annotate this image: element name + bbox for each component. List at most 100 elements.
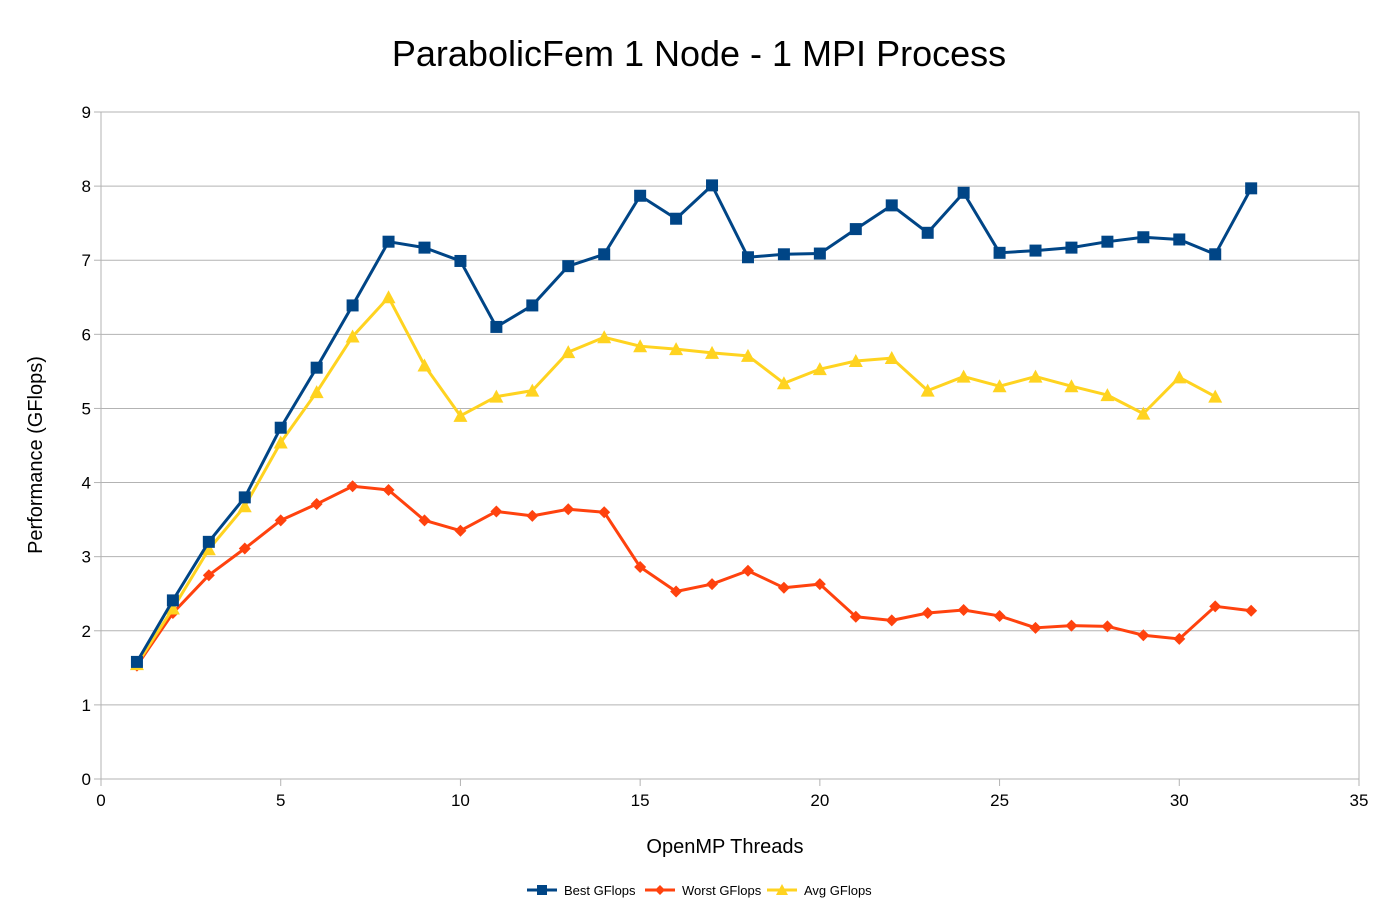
data-point-best-gflops: [238, 491, 251, 504]
data-point-best-gflops: [885, 199, 898, 212]
data-point-worst-gflops: [885, 614, 898, 627]
data-point-avg-gflops: [1172, 370, 1187, 384]
data-point-worst-gflops: [1245, 604, 1258, 617]
data-point-worst-gflops: [849, 610, 862, 623]
data-point-best-gflops: [166, 594, 179, 607]
data-point-worst-gflops: [1101, 620, 1114, 633]
y-tick-label: 2: [82, 622, 91, 641]
data-point-worst-gflops: [274, 514, 287, 527]
data-point-avg-gflops: [381, 290, 396, 304]
x-tick-label: 0: [96, 791, 105, 810]
data-point-best-gflops: [777, 248, 790, 261]
chart-title: ParabolicFem 1 Node - 1 MPI Process: [392, 33, 1006, 74]
data-point-avg-gflops: [165, 601, 180, 615]
data-point-worst-gflops: [813, 578, 826, 591]
data-point-best-gflops: [274, 421, 287, 434]
data-point-avg-gflops: [776, 376, 791, 390]
data-point-best-gflops: [1209, 248, 1222, 261]
data-point-avg-gflops: [453, 408, 468, 422]
data-point-avg-gflops: [884, 351, 899, 365]
data-point-worst-gflops: [1173, 632, 1186, 645]
data-point-worst-gflops: [1209, 600, 1222, 613]
x-tick-label: 20: [810, 791, 829, 810]
data-point-best-gflops: [634, 189, 647, 202]
data-point-best-gflops: [741, 251, 754, 264]
data-point-best-gflops: [202, 535, 215, 548]
data-point-best-gflops: [1173, 233, 1186, 246]
y-tick-label: 3: [82, 548, 91, 567]
data-point-best-gflops: [382, 235, 395, 248]
y-axis-ticks: 0 1 2 3 4 5 6 7 8 9: [82, 103, 101, 789]
data-point-avg-gflops: [633, 339, 648, 353]
data-point-worst-gflops: [382, 483, 395, 496]
data-point-avg-gflops: [992, 379, 1007, 393]
y-tick-label: 0: [82, 770, 91, 789]
data-point-avg-gflops: [201, 542, 216, 556]
y-tick-label: 8: [82, 177, 91, 196]
data-point-worst-gflops: [454, 524, 467, 537]
data-point-best-gflops: [1137, 231, 1150, 244]
data-point-best-gflops: [921, 226, 934, 239]
y-axis-title: Performance (GFlops): [25, 356, 47, 554]
data-point-avg-gflops: [237, 499, 252, 513]
legend-label: Worst GFlops: [682, 883, 762, 898]
data-point-avg-gflops: [956, 369, 971, 383]
data-point-best-gflops: [490, 320, 503, 333]
x-axis-title: OpenMP Threads: [646, 836, 803, 858]
series-line-worst-gflops: [135, 484, 1252, 667]
x-tick-label: 35: [1350, 791, 1369, 810]
data-point-best-gflops: [562, 260, 575, 273]
data-point-best-gflops: [993, 246, 1006, 259]
data-point-avg-gflops: [705, 345, 720, 359]
data-point-best-gflops: [310, 361, 323, 374]
data-point-avg-gflops: [1064, 379, 1079, 393]
data-point-best-gflops: [813, 247, 826, 260]
data-point-best-gflops: [130, 655, 143, 668]
data-point-worst-gflops: [634, 561, 647, 574]
series-avg-gflops: [129, 290, 1223, 671]
legend-label: Best GFlops: [564, 883, 636, 898]
data-point-worst-gflops: [670, 585, 683, 598]
legend-marker: [655, 885, 665, 895]
series-worst-gflops: [130, 480, 1258, 672]
data-point-best-gflops: [849, 223, 862, 236]
x-tick-label: 10: [451, 791, 470, 810]
data-point-best-gflops: [1245, 182, 1258, 195]
data-point-avg-gflops: [669, 342, 684, 356]
legend-marker: [776, 884, 788, 895]
legend-item-avg-gflops: Avg GFlops: [767, 883, 872, 898]
data-point-best-gflops: [346, 299, 359, 312]
y-tick-label: 5: [82, 399, 91, 418]
x-tick-label: 15: [631, 791, 650, 810]
data-point-worst-gflops: [202, 569, 215, 582]
x-tick-label: 30: [1170, 791, 1189, 810]
plot-area-border: [100, 111, 1360, 780]
gridlines: [101, 111, 1359, 780]
data-point-best-gflops: [418, 241, 431, 254]
data-point-avg-gflops: [417, 358, 432, 372]
data-point-best-gflops: [526, 299, 539, 312]
data-point-best-gflops: [957, 186, 970, 199]
data-point-worst-gflops: [526, 509, 539, 522]
series-best-gflops: [130, 179, 1258, 668]
data-point-avg-gflops: [812, 362, 827, 376]
data-point-worst-gflops: [993, 609, 1006, 622]
legend-item-worst-gflops: Worst GFlops: [645, 883, 762, 898]
data-point-avg-gflops: [740, 348, 755, 362]
data-point-best-gflops: [706, 179, 719, 192]
data-point-avg-gflops: [1100, 388, 1115, 402]
data-point-avg-gflops: [489, 389, 504, 403]
legend-item-best-gflops: Best GFlops: [527, 883, 636, 898]
data-point-worst-gflops: [741, 564, 754, 577]
data-point-worst-gflops: [310, 498, 323, 511]
series-line-best-gflops: [135, 183, 1253, 663]
x-tick-label: 25: [990, 791, 1009, 810]
data-point-worst-gflops: [706, 578, 719, 591]
series-group: [129, 179, 1258, 672]
data-point-worst-gflops: [418, 514, 431, 527]
legend: Best GFlops Worst GFlops Avg GFlops: [527, 883, 872, 898]
data-point-avg-gflops: [1028, 369, 1043, 383]
data-point-worst-gflops: [921, 606, 934, 619]
x-tick-label: 5: [276, 791, 285, 810]
